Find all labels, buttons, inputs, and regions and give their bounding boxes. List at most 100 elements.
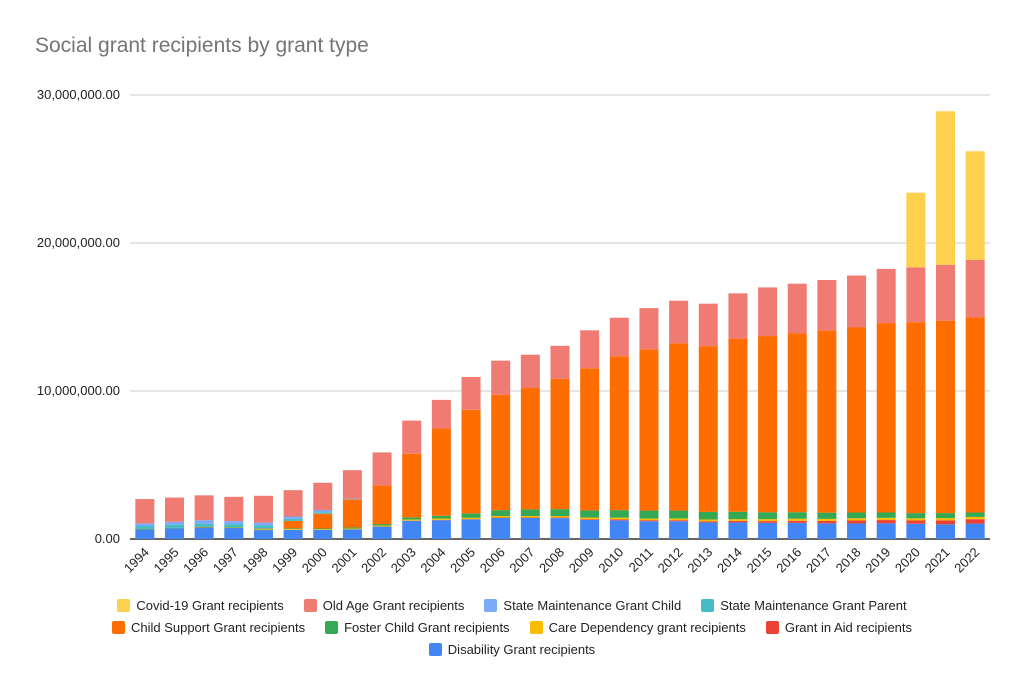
bar-segment	[817, 280, 837, 331]
bar-segment	[787, 333, 807, 513]
bar-segment	[906, 518, 926, 521]
bar-segment	[135, 525, 155, 529]
bar-segment	[283, 516, 303, 519]
x-tick-label: 2021	[922, 545, 953, 576]
bar-segment	[342, 527, 362, 529]
bar-segment	[550, 516, 570, 518]
bar-segment	[164, 527, 184, 529]
bar-segment	[906, 523, 926, 539]
bar-segment	[817, 523, 837, 539]
x-tick-label: 2008	[536, 545, 567, 576]
legend-item[interactable]: Old Age Grant recipients	[303, 598, 464, 613]
bar-segment	[313, 513, 333, 529]
bar-segment	[728, 519, 748, 521]
bar-segment	[817, 330, 837, 513]
bar-segment	[639, 518, 659, 521]
legend-swatch	[117, 599, 131, 612]
legend-item[interactable]: Disability Grant recipients	[428, 642, 595, 657]
bar-segment	[461, 409, 481, 514]
bar-segment	[491, 516, 511, 518]
bar-segment	[609, 356, 629, 511]
bar-segment	[431, 428, 451, 516]
bar-segment	[580, 330, 600, 369]
legend-item[interactable]: Covid-19 Grant recipients	[117, 598, 284, 613]
bar-segment	[906, 192, 926, 268]
bar-segment	[342, 529, 362, 539]
stacked-bar-chart: 0.00 10,000,000.00 20,000,000.00 30,000,000…	[37, 87, 990, 576]
legend-label: Care Dependency grant recipients	[548, 620, 746, 635]
bar-segment	[342, 470, 362, 499]
bar-segment	[787, 520, 807, 523]
bar-segment	[758, 519, 778, 522]
y-tick-label: 0.00	[95, 531, 120, 546]
bar-segment	[402, 453, 422, 518]
bar-segment	[669, 343, 689, 511]
bar-segment	[936, 264, 956, 321]
bar-segment	[639, 349, 659, 511]
legend-label: Covid-19 Grant recipients	[136, 598, 284, 613]
bar-segment	[580, 368, 600, 511]
bar-segment	[550, 517, 570, 519]
bar-segment	[372, 526, 392, 539]
bar-segment	[965, 519, 985, 524]
x-tick-label: 1997	[210, 545, 241, 576]
bar-segment	[520, 354, 540, 389]
x-tick-label: 2001	[328, 545, 359, 576]
x-tick-label: 2006	[477, 545, 508, 576]
bar-segment	[847, 518, 867, 521]
x-tick-label: 2004	[417, 545, 448, 576]
bar-segment	[461, 513, 481, 518]
bar-segment	[669, 520, 689, 522]
bar-segment	[194, 523, 214, 527]
legend-item[interactable]: Foster Child Grant recipients	[325, 620, 510, 635]
legend-item[interactable]: Grant in Aid recipients	[765, 620, 913, 635]
bar-segment	[135, 499, 155, 524]
bar-segment	[580, 519, 600, 539]
bar-segment	[906, 513, 926, 519]
bar-segment	[758, 521, 778, 523]
bar-segment	[313, 528, 333, 530]
legend-item[interactable]: Child Support Grant recipients	[111, 620, 305, 635]
x-tick-label: 2000	[299, 545, 330, 576]
bar-segment	[164, 497, 184, 522]
legend-swatch	[111, 621, 125, 634]
bar-segment	[550, 509, 570, 517]
bar-segment	[135, 523, 155, 526]
bar-segment	[936, 513, 956, 519]
legend-item[interactable]: Care Dependency grant recipients	[529, 620, 746, 635]
x-tick-label: 2015	[744, 545, 775, 576]
bar-segment	[313, 529, 333, 530]
legend-label: State Maintenance Grant Child	[503, 598, 682, 613]
bar-segment	[491, 510, 511, 517]
bar-segment	[135, 529, 155, 539]
bar-segment	[609, 510, 629, 518]
x-tick-label: 1994	[121, 545, 152, 576]
legend-item[interactable]: State Maintenance Grant Parent	[701, 598, 907, 613]
bar-segment	[402, 520, 422, 539]
y-tick-label: 10,000,000.00	[37, 383, 120, 398]
x-tick-label: 2011	[626, 545, 656, 575]
x-tick-label: 2016	[773, 545, 804, 576]
bar-segment	[758, 512, 778, 520]
bar-segment	[876, 517, 896, 521]
legend-label: Grant in Aid recipients	[784, 620, 913, 635]
bar-segment	[965, 516, 985, 520]
bar-segment	[342, 499, 362, 528]
bar-segment	[580, 517, 600, 520]
bar-segment	[520, 517, 540, 539]
legend-item[interactable]: State Maintenance Grant Child	[484, 598, 681, 613]
x-tick-label: 2007	[506, 545, 537, 576]
bar-segment	[669, 510, 689, 519]
bar-segment	[431, 520, 451, 539]
bar-segment	[313, 529, 333, 539]
bar-segment	[372, 452, 392, 486]
x-tick-label: 2009	[566, 545, 597, 576]
bar-segment	[817, 512, 837, 519]
bar-segment	[461, 376, 481, 410]
bar-segment	[164, 521, 184, 525]
legend-swatch	[701, 599, 715, 612]
x-tick-label: 2022	[951, 545, 982, 576]
legend-swatch	[303, 599, 317, 612]
bar-segment	[965, 317, 985, 513]
